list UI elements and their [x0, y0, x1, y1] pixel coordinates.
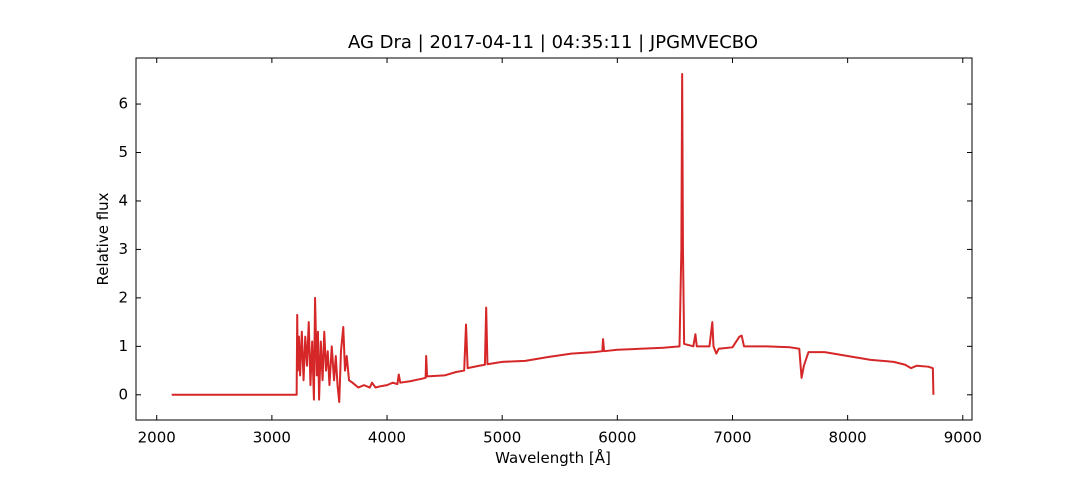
x-tick-label: 7000	[713, 429, 751, 447]
y-axis-label: Relative flux	[94, 192, 112, 285]
x-tick-label: 6000	[598, 429, 636, 447]
x-tick-label: 2000	[138, 429, 176, 447]
y-tick-label: 6	[118, 95, 128, 113]
x-tick-label: 9000	[944, 429, 982, 447]
chart-title: AG Dra | 2017-04-11 | 04:35:11 | JPGMVEC…	[348, 32, 758, 53]
x-axis-label: Wavelength [Å]	[495, 448, 611, 467]
y-tick-label: 5	[118, 143, 128, 161]
x-tick-label: 5000	[483, 429, 521, 447]
spectrum-line	[171, 72, 935, 404]
y-tick-label: 3	[118, 240, 128, 258]
x-tick-label: 4000	[368, 429, 406, 447]
y-tick-label: 0	[118, 385, 128, 403]
y-tick-label: 4	[118, 191, 128, 209]
y-tick-label: 2	[118, 288, 128, 306]
x-tick-label: 8000	[829, 429, 867, 447]
x-tick-label: 3000	[253, 429, 291, 447]
y-tick-label: 1	[118, 337, 128, 355]
plot-frame	[135, 57, 973, 421]
